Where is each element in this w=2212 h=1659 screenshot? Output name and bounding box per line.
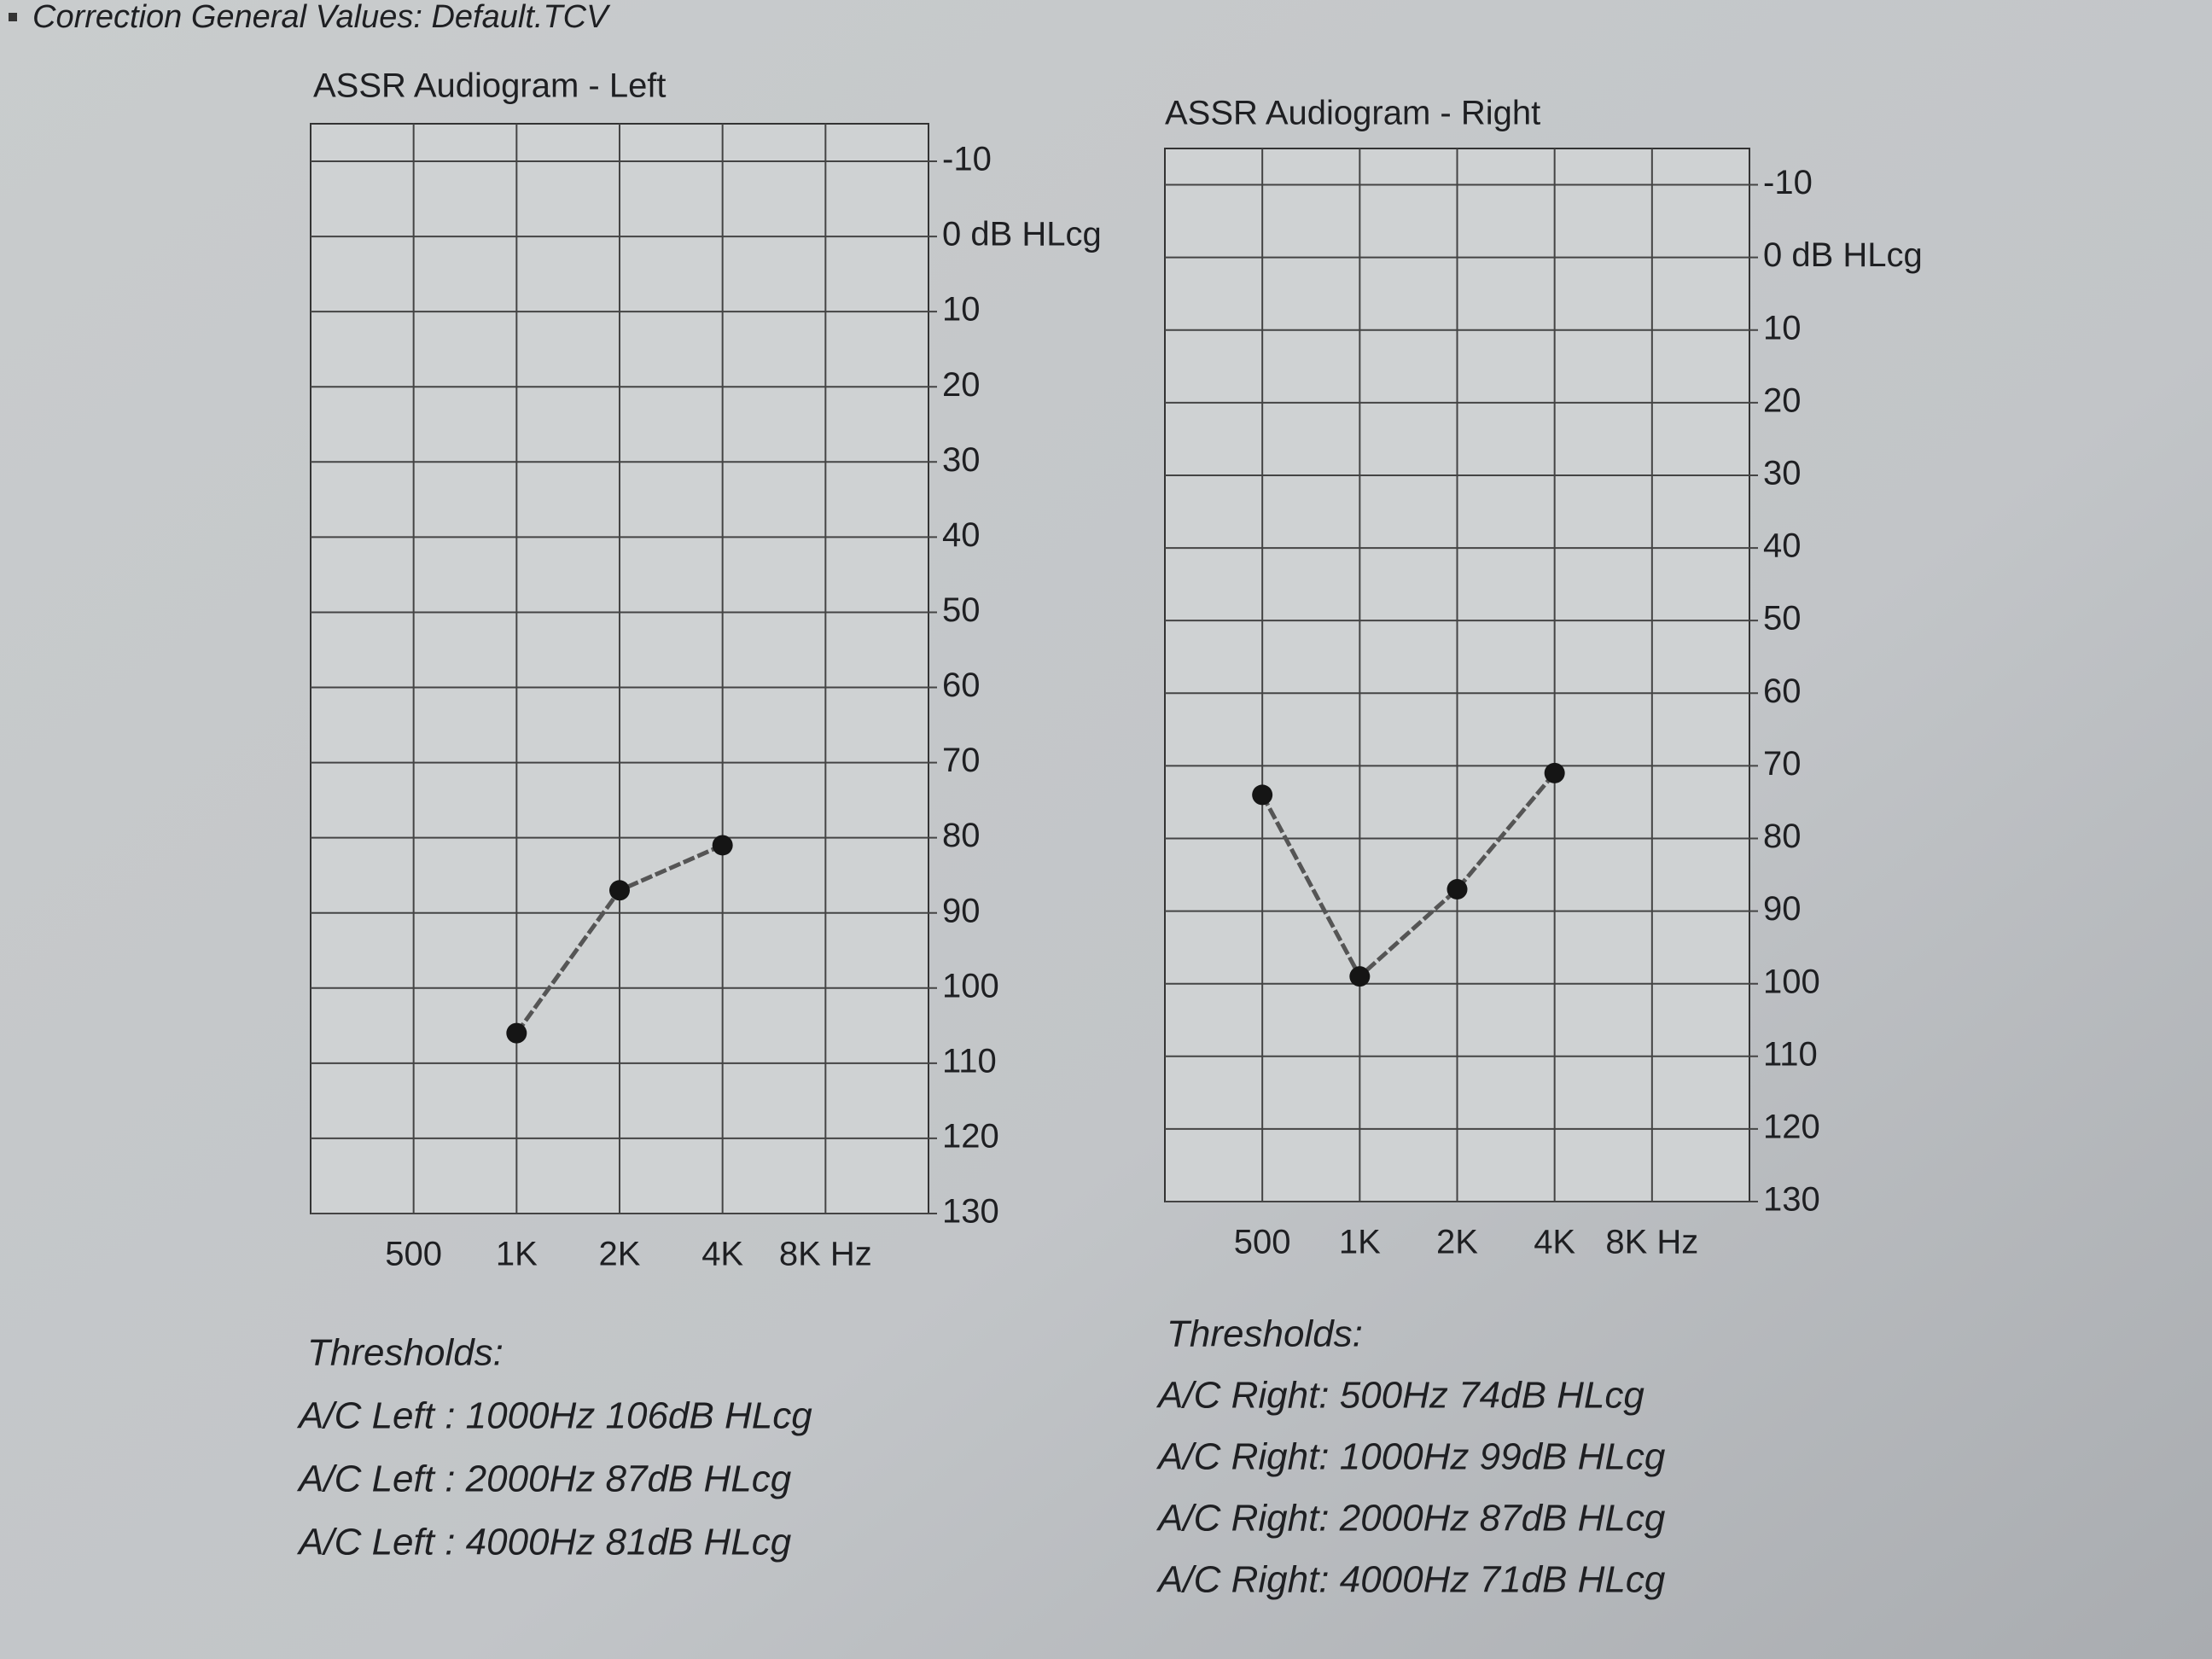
y-tick-label: -10 (1763, 164, 1813, 201)
y-tick-label: 100 (1763, 963, 1820, 1000)
data-point (609, 880, 630, 901)
y-tick-label: 100 (942, 967, 999, 1004)
data-point (712, 835, 733, 856)
x-tick-label: 1K (1339, 1224, 1381, 1261)
y-tick-label: 130 (942, 1193, 999, 1231)
y-tick-label: 120 (942, 1117, 999, 1155)
data-point (1252, 784, 1273, 806)
x-tick-label: 4K (701, 1236, 743, 1273)
y-tick-label: -10 (942, 141, 992, 178)
x-tick-label: 2K (1436, 1224, 1478, 1261)
y-tick-label: 70 (942, 742, 981, 779)
chart-title: ASSR Audiogram - Right (1165, 95, 1540, 132)
y-tick-label: 50 (942, 591, 981, 629)
threshold-text: A/C Right: 1000Hz 99dB HLcg (1155, 1436, 1666, 1478)
y-tick-label: 60 (1763, 672, 1802, 710)
chart-title: ASSR Audiogram - Left (313, 67, 667, 105)
y-tick-label: 10 (1763, 309, 1802, 346)
x-tick-label: 1K (496, 1236, 538, 1273)
y-tick-label: 30 (1763, 455, 1802, 492)
y-tick-label: 110 (942, 1042, 997, 1080)
threshold-text: Thresholds: (1167, 1313, 1363, 1355)
y-tick-label: 20 (1763, 381, 1802, 419)
header: Correction General Values: Default.TCV (32, 0, 611, 35)
data-point (506, 1022, 527, 1044)
x-tick-label: 2K (599, 1236, 641, 1273)
y-tick-label: 80 (1763, 818, 1802, 855)
x-tick-label: 4K (1534, 1224, 1575, 1261)
y-tick-label: 20 (942, 366, 981, 404)
threshold-text: A/C Left : 1000Hz 106dB HLcg (296, 1395, 812, 1437)
y-tick-label: 40 (942, 516, 981, 554)
y-tick-label: 90 (1763, 890, 1802, 928)
y-tick-label: 50 (1763, 600, 1802, 637)
threshold-text: Thresholds: (307, 1332, 504, 1374)
y-tick-label: 0 dB HLcg (1763, 236, 1923, 274)
y-tick-label: 110 (1763, 1035, 1818, 1073)
x-tick-label: 500 (1234, 1224, 1291, 1261)
series-line (1260, 771, 1557, 981)
y-tick-label: 120 (1763, 1108, 1820, 1145)
data-point (1349, 966, 1371, 987)
y-tick-label: 60 (942, 667, 981, 704)
x-tick-label: 8K Hz (779, 1236, 872, 1273)
y-tick-label: 10 (942, 291, 981, 329)
y-tick-label: 30 (942, 441, 981, 479)
y-tick-label: 70 (1763, 745, 1802, 783)
threshold-text: A/C Right: 4000Hz 71dB HLcg (1155, 1559, 1666, 1601)
threshold-text: A/C Right: 500Hz 74dB HLcg (1155, 1375, 1644, 1417)
bullet (9, 13, 17, 21)
x-tick-label: 8K Hz (1605, 1224, 1698, 1261)
y-tick-label: 80 (942, 817, 981, 854)
threshold-text: A/C Left : 4000Hz 81dB HLcg (296, 1522, 792, 1563)
threshold-text: A/C Left : 2000Hz 87dB HLcg (296, 1458, 792, 1500)
data-point (1447, 879, 1468, 900)
x-tick-label: 500 (385, 1236, 442, 1273)
data-point (1544, 762, 1565, 783)
y-tick-label: 0 dB HLcg (942, 216, 1102, 253)
threshold-text: A/C Right: 2000Hz 87dB HLcg (1155, 1498, 1666, 1540)
y-tick-label: 40 (1763, 527, 1802, 565)
y-tick-label: 90 (942, 892, 981, 929)
y-tick-label: 130 (1763, 1181, 1820, 1219)
